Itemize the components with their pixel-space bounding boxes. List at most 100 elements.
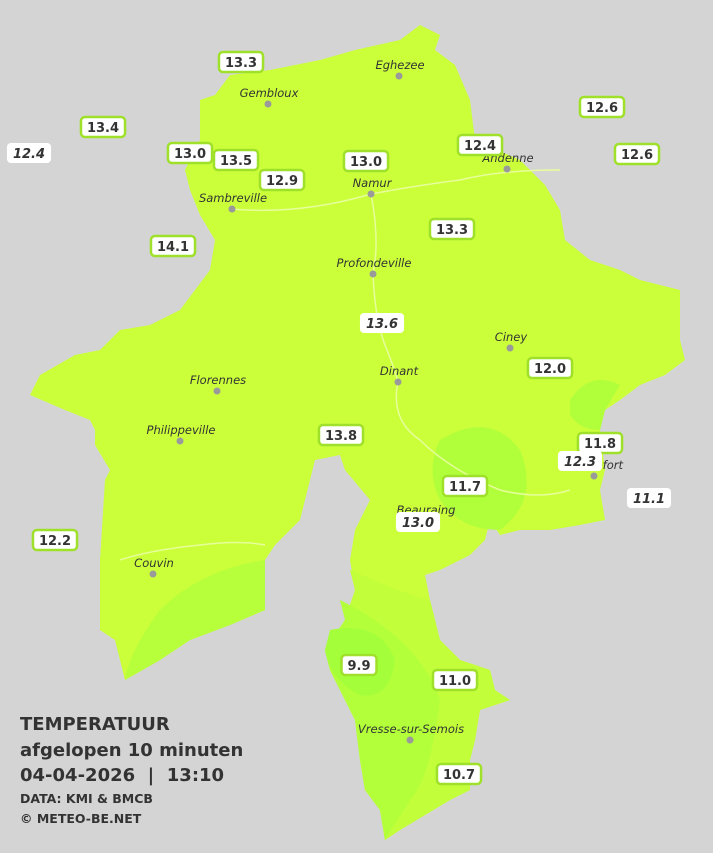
station-value: 13.0 bbox=[350, 155, 382, 170]
station-box bbox=[340, 653, 378, 677]
city-label: Eghezee bbox=[375, 58, 424, 72]
station: 9.9 bbox=[340, 653, 378, 677]
city-dot bbox=[367, 190, 375, 198]
station-value: 10.7 bbox=[443, 768, 475, 783]
city-label: Florennes bbox=[190, 373, 246, 387]
city-label: Philippeville bbox=[147, 423, 216, 437]
station-box bbox=[431, 668, 479, 692]
station-value: 13.4 bbox=[87, 121, 119, 136]
station: 13.0 bbox=[342, 149, 390, 173]
cool-zone bbox=[570, 380, 620, 430]
station-value: 12.6 bbox=[586, 101, 618, 116]
city-label: Profondeville bbox=[337, 256, 412, 270]
station: 14.1 bbox=[149, 234, 197, 258]
stations: 13.3 13.4 12.4 13.0 13.5 12.9 13.0 12.4 12.6 12.6… bbox=[6, 50, 672, 786]
city-label: Sambreville bbox=[199, 191, 267, 205]
city-dot bbox=[176, 437, 184, 445]
station-value: 13.8 bbox=[325, 429, 357, 444]
station-value: 12.2 bbox=[39, 534, 71, 549]
city-dot bbox=[369, 270, 377, 278]
city-dot bbox=[395, 72, 403, 80]
city-label: Vresse-sur-Semois bbox=[358, 722, 464, 736]
station-box bbox=[317, 423, 365, 447]
station: 13.6 bbox=[359, 313, 405, 333]
station: 12.3 bbox=[557, 451, 603, 471]
city-dot bbox=[394, 378, 402, 386]
station-box bbox=[342, 149, 390, 173]
station-value: 13.0 bbox=[174, 147, 206, 162]
station: 11.1 bbox=[626, 488, 672, 508]
station-value: 11.0 bbox=[439, 674, 471, 689]
station-box bbox=[428, 217, 476, 241]
station: 12.6 bbox=[613, 142, 661, 166]
station-value: 12.9 bbox=[266, 174, 298, 189]
station-box bbox=[31, 528, 79, 552]
city-dot bbox=[149, 570, 157, 578]
legend-source: DATA: KMI & BMCB bbox=[20, 791, 153, 806]
station-value: 12.4 bbox=[464, 139, 496, 154]
station-value: 13.0 bbox=[402, 516, 434, 531]
city-dot bbox=[406, 736, 414, 744]
station-box bbox=[557, 451, 603, 471]
station-value: 11.8 bbox=[584, 437, 616, 452]
station: 12.4 bbox=[6, 143, 52, 163]
station-box bbox=[578, 95, 626, 119]
station: 12.4 bbox=[456, 133, 504, 157]
station: 13.3 bbox=[217, 50, 265, 74]
station: 13.0 bbox=[395, 512, 441, 532]
city-dot bbox=[506, 344, 514, 352]
station-value: 12.0 bbox=[534, 362, 566, 377]
legend-copyright: © METEO-BE.NET bbox=[20, 811, 142, 826]
station-value: 12.6 bbox=[621, 148, 653, 163]
station-box bbox=[395, 512, 441, 532]
station-box bbox=[359, 313, 405, 333]
station-box bbox=[79, 115, 127, 139]
city-dot bbox=[228, 205, 236, 213]
station-box bbox=[212, 148, 260, 172]
station-box bbox=[626, 488, 672, 508]
station: 12.0 bbox=[526, 356, 574, 380]
station-value: 11.1 bbox=[633, 492, 665, 507]
station: 12.9 bbox=[258, 168, 306, 192]
station-value: 13.3 bbox=[436, 223, 468, 238]
station: 13.4 bbox=[79, 115, 127, 139]
city-dot bbox=[213, 387, 221, 395]
station-value: 14.1 bbox=[157, 240, 189, 255]
city-label: Dinant bbox=[380, 364, 419, 378]
cool-zone bbox=[125, 560, 265, 680]
city-label: Ciney bbox=[495, 330, 528, 344]
city-dot bbox=[503, 165, 511, 173]
station-value: 13.5 bbox=[220, 154, 252, 169]
station-box bbox=[441, 474, 489, 498]
station: 13.3 bbox=[428, 217, 476, 241]
station-box bbox=[613, 142, 661, 166]
station-value: 9.9 bbox=[347, 659, 370, 674]
station-box bbox=[166, 141, 214, 165]
legend-title: TEMPERATUUR bbox=[20, 714, 170, 735]
station-box bbox=[435, 762, 483, 786]
city-dot bbox=[590, 472, 598, 480]
station-box bbox=[456, 133, 504, 157]
station: 12.2 bbox=[31, 528, 79, 552]
station: 13.5 bbox=[212, 148, 260, 172]
legend-timestamp: 04-04-2026 | 13:10 bbox=[20, 765, 224, 786]
station-value: 12.4 bbox=[13, 147, 45, 162]
city-label: Namur bbox=[353, 176, 393, 190]
station-box bbox=[6, 143, 52, 163]
station: 11.8 bbox=[576, 431, 624, 455]
station-box bbox=[258, 168, 306, 192]
station-value: 13.6 bbox=[366, 317, 398, 332]
station: 13.0 bbox=[166, 141, 214, 165]
station-box bbox=[526, 356, 574, 380]
station-value: 11.7 bbox=[449, 480, 481, 495]
station-box bbox=[217, 50, 265, 74]
station-value: 12.3 bbox=[564, 455, 596, 470]
station-box bbox=[149, 234, 197, 258]
station: 11.7 bbox=[441, 474, 489, 498]
station: 13.8 bbox=[317, 423, 365, 447]
station: 10.7 bbox=[435, 762, 483, 786]
station: 11.0 bbox=[431, 668, 479, 692]
station-value: 13.3 bbox=[225, 56, 257, 71]
